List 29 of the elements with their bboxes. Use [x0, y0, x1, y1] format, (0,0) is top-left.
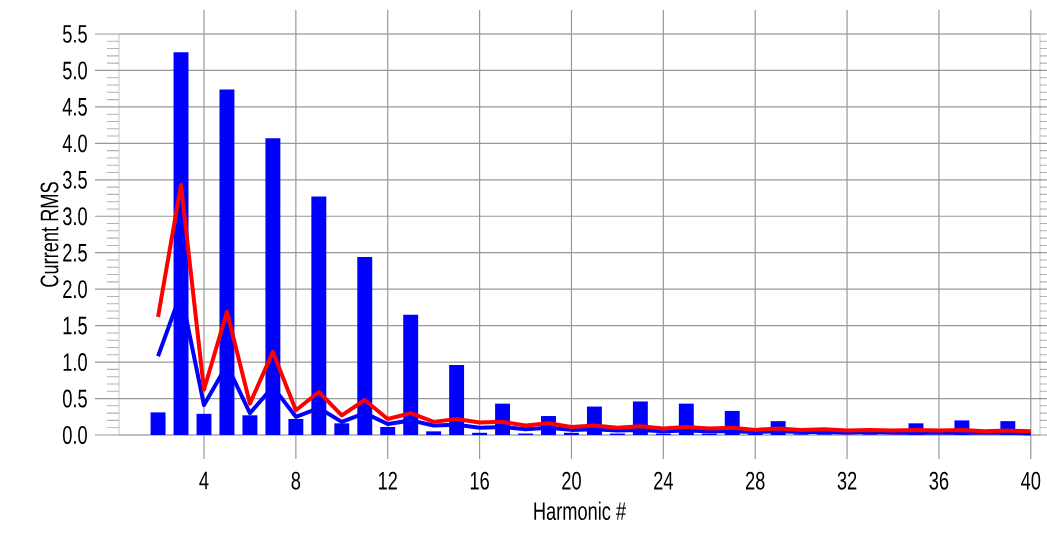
- x-tick-label: 4: [199, 471, 209, 490]
- y-tick-label: 5.5: [63, 25, 87, 43]
- x-axis-title: Harmonic #: [534, 501, 627, 521]
- x-tick-label: 28: [745, 471, 765, 490]
- y-tick-label: 3.5: [62, 170, 87, 189]
- x-tick-label: 32: [837, 471, 857, 490]
- bar: [472, 432, 488, 435]
- y-tick-label: 5.0: [63, 61, 87, 80]
- y-tick-label: 3.0: [62, 207, 87, 226]
- x-tick-label: 20: [562, 471, 581, 490]
- x-tick-label: 8: [291, 471, 301, 490]
- y-tick-label: 0.0: [62, 426, 87, 444]
- x-tick-label: 24: [654, 471, 673, 490]
- bar: [426, 431, 442, 435]
- y-tick-label: 1.5: [63, 316, 87, 335]
- bar: [196, 413, 212, 435]
- line-series: [156, 182, 1033, 434]
- x-tick-label: 36: [929, 471, 949, 490]
- y-tick-label: 4.0: [62, 134, 87, 153]
- y-tick-label: 4.5: [62, 98, 87, 116]
- y-tick-label: 1.0: [63, 353, 87, 372]
- y-tick-label: 0.5: [62, 389, 87, 408]
- y-tick-label: 2.0: [63, 280, 87, 299]
- x-tick-label: 40: [1021, 471, 1041, 490]
- x-tick-label: 16: [470, 471, 489, 490]
- bar: [150, 412, 166, 435]
- y-tick-label: 2.5: [63, 243, 87, 262]
- x-tick-label: 12: [378, 471, 397, 490]
- y-axis-title: Current RMS: [40, 182, 59, 287]
